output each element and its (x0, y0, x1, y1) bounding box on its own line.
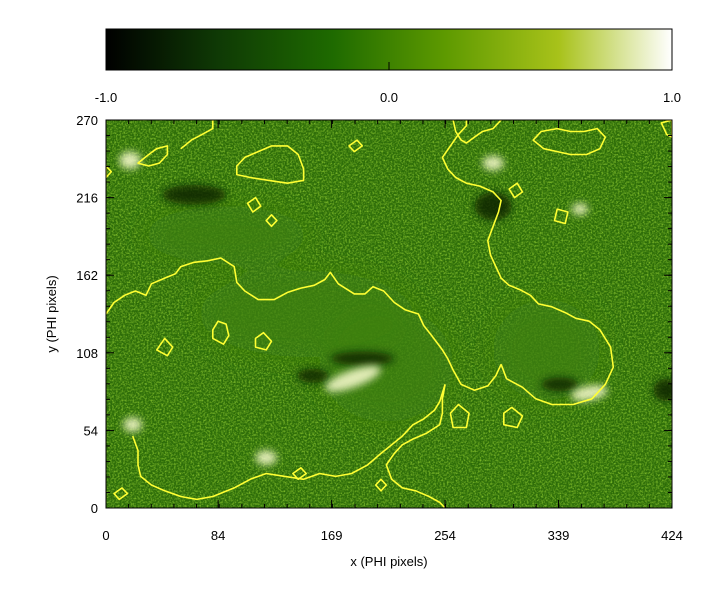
contour-line (452, 120, 502, 144)
contour-line (106, 257, 502, 391)
contour-line (449, 403, 470, 429)
contour-line (532, 127, 607, 156)
x-axis-title: x (PHI pixels) (350, 554, 427, 569)
y-tick-label: 0 (91, 501, 98, 516)
dark-feature (296, 368, 329, 383)
contour-line (292, 467, 307, 481)
y-axis-title: y (PHI pixels) (44, 275, 59, 352)
bright-feature (325, 365, 381, 392)
contour-line (265, 214, 278, 228)
contour-line (106, 165, 113, 179)
contour-line (131, 384, 446, 501)
dark-feature (162, 184, 227, 205)
smooth-region (493, 299, 600, 401)
colorbar-tick-label: 0.0 (380, 90, 398, 105)
x-tick-label: 424 (661, 528, 683, 543)
x-tick-label: 339 (548, 528, 570, 543)
bright-feature (123, 417, 143, 432)
colorbar: -1.0 0.0 1.0 (95, 28, 681, 105)
bright-features (119, 151, 608, 465)
contour-line (137, 145, 169, 167)
plot-frame (105, 119, 673, 509)
y-tick-label: 270 (76, 113, 98, 128)
heatmap-image (106, 120, 672, 508)
x-tick-label: 84 (211, 528, 225, 543)
y-tick-label: 162 (76, 268, 98, 283)
colorbar-ticks: -1.0 0.0 1.0 (95, 62, 681, 105)
contour-line (374, 478, 388, 492)
contour-line (113, 487, 129, 501)
x-axis: 0 84 169 254 339 424 (102, 120, 683, 543)
contour-line (441, 120, 615, 406)
smooth-region (319, 306, 454, 422)
contour-line (212, 320, 230, 345)
colorbar-tick-label: 1.0 (663, 90, 681, 105)
y-tick-label: 54 (84, 423, 98, 438)
y-tick-label: 216 (76, 191, 98, 206)
contour-line (348, 139, 364, 153)
contour-line (246, 196, 262, 213)
bright-feature (570, 385, 608, 401)
contour-line (236, 145, 305, 184)
contour-line (508, 182, 524, 199)
dark-feature (474, 191, 512, 221)
bright-feature (571, 203, 588, 215)
dark-feature (330, 351, 395, 366)
y-tick-label: 108 (76, 346, 98, 361)
contour-line (503, 406, 524, 429)
bright-feature (255, 450, 277, 465)
contour-line (553, 208, 569, 225)
x-tick-label: 169 (321, 528, 343, 543)
contour-line (385, 384, 446, 508)
smooth-region (146, 206, 307, 264)
contour-line (180, 120, 214, 150)
dark-features (162, 184, 672, 402)
smooth-regions (146, 206, 600, 422)
x-tick-label: 254 (434, 528, 456, 543)
dark-feature (541, 377, 579, 392)
bright-feature (482, 155, 504, 171)
contour-line (155, 337, 174, 357)
y-axis: 0 54 108 162 216 270 (76, 113, 672, 516)
x-tick-label: 0 (102, 528, 109, 543)
bright-feature (119, 151, 141, 169)
contour-line (660, 120, 672, 138)
colorbar-tick-label: -1.0 (95, 90, 117, 105)
contours (106, 120, 672, 508)
contour-line (254, 331, 273, 351)
dark-feature (653, 378, 672, 402)
